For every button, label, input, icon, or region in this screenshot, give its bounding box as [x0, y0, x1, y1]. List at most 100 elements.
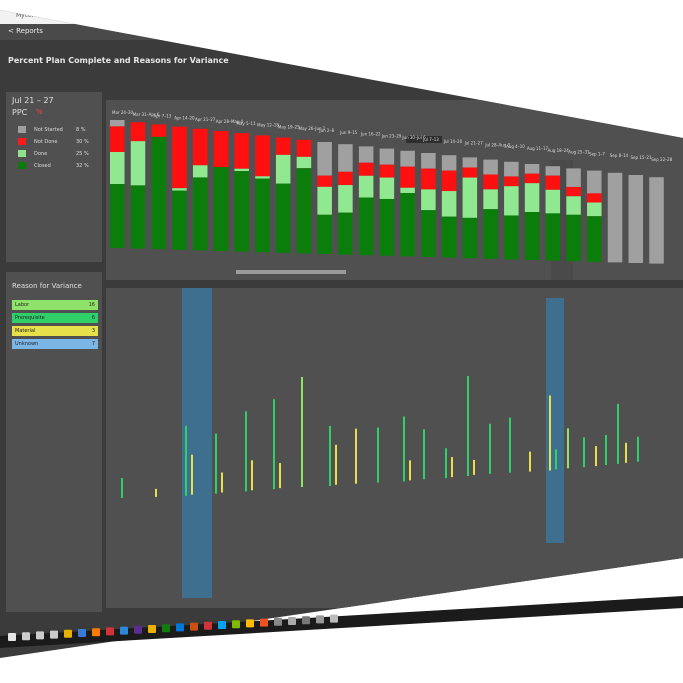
legend-percent: 32 %: [76, 163, 89, 169]
done-segment: [255, 176, 270, 179]
closed-segment: [545, 213, 561, 261]
not-started-segment: [358, 146, 374, 163]
week-label: May 19–25: [278, 124, 300, 129]
taskbar: [0, 596, 683, 648]
not-done-segment: [172, 126, 187, 189]
closed-segment: [151, 136, 166, 250]
done-segment: [317, 186, 332, 215]
not-done-segment: [400, 166, 415, 188]
app-icon-3: [92, 628, 100, 637]
app-icon-14: [246, 619, 254, 628]
app-window: Mycon™ Visual Planner Pro · LT Online – …: [0, 10, 683, 658]
done-segment: [110, 152, 125, 184]
week-label: Mar 31–Apr 6: [133, 112, 160, 117]
rfv-item-count: 3: [91, 328, 95, 334]
minimize-button[interactable]: –: [600, 12, 603, 19]
taskbar-svg: [0, 596, 683, 648]
week-label: Aug 18–24: [548, 148, 570, 153]
not-done-segment: [192, 128, 208, 166]
app-icon-11: [204, 621, 212, 630]
not-done-segment: [524, 173, 540, 184]
app-icon-4: [106, 627, 114, 636]
not-done-segment: [504, 176, 519, 187]
not-started-segment: [421, 153, 436, 169]
closed-segment: [192, 177, 208, 251]
done-segment: [441, 191, 457, 217]
not-done-segment: [275, 137, 291, 155]
not-done-segment: [296, 139, 312, 157]
app-icon-15: [260, 618, 268, 627]
done-segment: [587, 202, 602, 217]
done-segment: [234, 168, 249, 172]
app-icon-10: [190, 622, 198, 631]
week-label: Apr 14–20: [174, 115, 195, 120]
closed-segment: [358, 197, 374, 256]
legend-label: Done: [34, 151, 48, 157]
highlight-band: [546, 298, 564, 543]
week-label: Aug 4–10: [506, 144, 525, 149]
windows-icon: [8, 633, 16, 641]
cortana-icon: [36, 631, 44, 640]
page-header: Percent Plan Complete and Reasons for Va…: [0, 40, 683, 76]
week-label: Jul 28–Aug 3: [484, 142, 510, 147]
rfv-item-count: 7: [91, 341, 95, 347]
chart-scrollbar: [236, 270, 346, 274]
week-label: Aug 25–31: [568, 150, 590, 155]
not-started-segment: [338, 144, 353, 172]
closed-segment: [483, 209, 498, 259]
legend-label: Not Started: [34, 127, 63, 133]
app-icon-12: [218, 621, 226, 629]
not-done-segment: [566, 186, 581, 197]
done-segment: [296, 156, 312, 169]
done-segment: [545, 189, 561, 214]
not-done-segment: [317, 175, 332, 187]
not-done-segment: [110, 126, 125, 152]
done-segment: [275, 154, 291, 184]
app-icon-17: [288, 617, 296, 625]
rfv-item[interactable]: Labor 16: [12, 300, 98, 310]
title-bar: Mycon™ Visual Planner Pro · LT Online – …: [0, 10, 683, 24]
done-segment: [566, 196, 581, 215]
legend-percent: 25 %: [76, 151, 89, 157]
week-label: Sep 8–14: [610, 153, 629, 158]
app-icon-20: [330, 614, 338, 623]
week-label: Sep 1–7: [589, 151, 605, 156]
closed-segment: [379, 198, 395, 256]
legend-swatch: [18, 150, 26, 157]
not-started-segment: [441, 155, 457, 171]
not-done-segment: [421, 168, 436, 190]
week-label: Apr 28–May 4: [216, 119, 244, 124]
rfv-item[interactable]: Unknown 7: [12, 339, 98, 349]
rfv-item-label: Labor: [15, 302, 30, 308]
closed-segment: [566, 214, 581, 262]
done-segment: [483, 189, 498, 210]
week-label: Apr 7–13: [153, 114, 171, 119]
closed-segment: [275, 183, 291, 253]
close-button[interactable]: ✕: [640, 12, 646, 19]
rfv-item[interactable]: Prerequisite 6: [12, 313, 98, 323]
week-label: Jun 23–29: [381, 133, 402, 138]
rfv-item[interactable]: Material 3: [12, 326, 98, 336]
not-started-segment: [566, 168, 581, 187]
rfv-title: Reason for Variance: [12, 282, 82, 290]
not-done-segment: [234, 133, 249, 169]
not-done-segment: [151, 124, 166, 137]
done-segment: [421, 189, 436, 211]
closed-segment: [587, 216, 602, 262]
not-done-segment: [483, 174, 498, 190]
not-done-segment: [213, 131, 229, 167]
closed-segment: [110, 184, 125, 248]
closed-segment: [255, 178, 270, 253]
week-label: May 12–18: [257, 123, 279, 128]
closed-segment: [504, 215, 519, 260]
back-to-reports-link[interactable]: < Reports: [8, 27, 43, 35]
done-segment: [338, 185, 353, 213]
maximize-button[interactable]: □: [620, 12, 626, 19]
week-label: Mar 24–30: [112, 110, 133, 115]
legend-percent: 8 %: [76, 127, 86, 133]
week-label: Jun 16–22: [360, 132, 381, 137]
closed-segment: [338, 212, 353, 255]
rfv-chart-svg: [121, 288, 639, 598]
closed-segment: [234, 171, 249, 252]
nav-bar: < Reports: [0, 24, 683, 40]
